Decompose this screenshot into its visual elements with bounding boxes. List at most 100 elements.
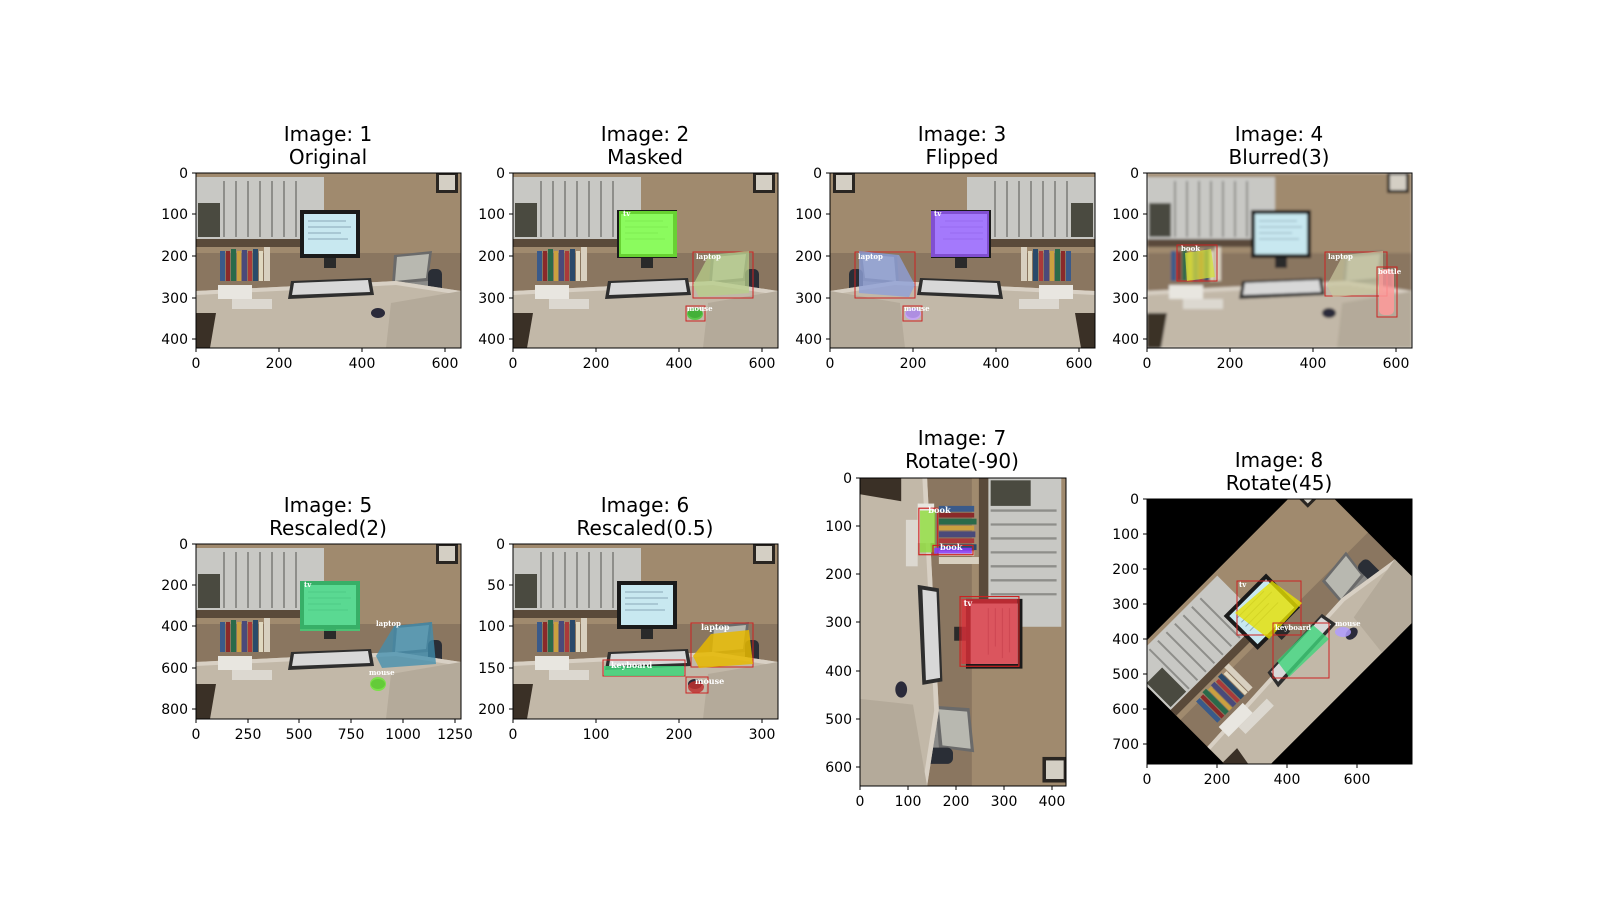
panel-title-line2: Blurred(3) [1229, 145, 1330, 169]
ticks: 0 200 400 600 0 100 200 300 400 [795, 166, 1092, 372]
axes-frame [859, 477, 1067, 787]
mask-laptop [859, 251, 915, 297]
panel-image: tv keyboard mouse [1147, 499, 1412, 764]
panel-title-line2: Masked [607, 145, 683, 169]
x-tick-label: 0 [192, 727, 201, 743]
y-tick-label: 0 [843, 471, 852, 487]
mask-keyboard [604, 666, 684, 676]
overlay-label: laptop [1328, 252, 1353, 261]
y-tick-label: 300 [825, 615, 852, 631]
mask-laptop [376, 622, 436, 668]
box-book [932, 544, 974, 556]
x-tick-label: 300 [749, 727, 776, 743]
panel-7: Image: 7 Rotate(-90) tv book book 0 100 … [825, 426, 1067, 810]
panel-title-line1: Image: 4 [1235, 122, 1323, 146]
mask-book [1185, 249, 1215, 281]
overlay-label: laptop [858, 252, 883, 261]
overlay-label: tv [623, 209, 631, 218]
x-tick-label: 600 [432, 356, 459, 372]
y-tick-label: 150 [478, 661, 505, 677]
x-tick-label: 400 [349, 356, 376, 372]
x-tick-label: 0 [856, 794, 865, 810]
y-tick-label: 100 [161, 207, 188, 223]
x-tick-label: 400 [666, 356, 693, 372]
ticks: 0 100 200 300 400 0 100 200 300 400 500 … [825, 471, 1065, 810]
x-tick-label: 1000 [385, 727, 421, 743]
box-bottle [1376, 266, 1398, 318]
panel-6: Image: 6 Rescaled(0.5) laptop keyboard m… [478, 493, 779, 743]
overlay-label: bottle [1378, 267, 1402, 276]
x-tick-label: 600 [1066, 356, 1093, 372]
mask-laptop [693, 251, 749, 297]
panel-title-line2: Rescaled(2) [269, 516, 387, 540]
x-tick-label: 250 [235, 727, 262, 743]
y-tick-label: 400 [825, 664, 852, 680]
y-tick-label: 200 [1112, 249, 1139, 265]
y-tick-label: 300 [161, 291, 188, 307]
panel-title-line1: Image: 6 [601, 493, 689, 517]
x-tick-label: 1250 [437, 727, 473, 743]
mask-tv [961, 598, 1018, 664]
x-tick-label: 600 [749, 356, 776, 372]
overlay-label: book [1181, 244, 1200, 253]
y-tick-label: 200 [825, 567, 852, 583]
panel-title-line2: Rotate(-90) [905, 449, 1019, 473]
y-tick-label: 400 [478, 332, 505, 348]
axes-frame [1146, 172, 1413, 349]
y-tick-label: 0 [1130, 492, 1139, 508]
panel-image: tv book book [860, 478, 1066, 786]
panel-image: tv laptop mouse [513, 173, 778, 348]
y-tick-label: 400 [1112, 632, 1139, 648]
overlay-label: laptop [701, 622, 730, 632]
y-tick-label: 200 [478, 702, 505, 718]
overlay-label: laptop [376, 619, 401, 628]
box-tv [959, 595, 1020, 667]
y-tick-label: 200 [795, 249, 822, 265]
overlay-label: keyboard [611, 660, 653, 670]
x-tick-label: 200 [943, 794, 970, 810]
panel-title-line2: Original [289, 145, 367, 169]
x-tick-label: 400 [1274, 772, 1301, 788]
ticks: 0 200 400 600 0 100 200 300 400 [1112, 166, 1409, 372]
box-laptop [690, 622, 754, 668]
mask-tv [1235, 581, 1302, 639]
ticks: 0 250 500 750 1000 1250 0 200 400 600 80… [161, 537, 473, 743]
mask-laptop [693, 630, 753, 668]
box-book [918, 507, 939, 556]
axes-frame [195, 543, 462, 720]
x-tick-label: 750 [338, 727, 365, 743]
x-tick-label: 200 [900, 356, 927, 372]
y-tick-label: 400 [161, 619, 188, 635]
x-tick-label: 0 [192, 356, 201, 372]
panel-2: Image: 2 Masked tv laptop mouse 0 200 40… [478, 122, 779, 372]
overlay-label: book [928, 505, 951, 515]
overlay-label: keyboard [1275, 623, 1311, 632]
panel-5: Image: 5 Rescaled(2) tv laptop mouse 0 2… [161, 493, 473, 743]
overlay-label: mouse [904, 304, 930, 313]
y-tick-label: 0 [813, 166, 822, 182]
mask-book2 [934, 547, 972, 554]
ticks: 0 200 400 600 0 100 200 300 400 [478, 166, 775, 372]
y-tick-label: 300 [1112, 597, 1139, 613]
x-tick-label: 200 [583, 356, 610, 372]
x-tick-label: 200 [1204, 772, 1231, 788]
panel-title-line2: Rescaled(0.5) [577, 516, 714, 540]
y-tick-label: 0 [1130, 166, 1139, 182]
ticks: 0 200 400 600 0 100 200 300 400 [161, 166, 458, 372]
y-tick-label: 50 [487, 578, 505, 594]
y-tick-label: 100 [795, 207, 822, 223]
panel-1: Image: 1 Original 0 200 400 600 0 100 20… [161, 122, 462, 372]
y-tick-label: 600 [161, 661, 188, 677]
axes-frame [829, 172, 1096, 349]
y-tick-label: 200 [478, 249, 505, 265]
y-tick-label: 400 [795, 332, 822, 348]
x-tick-label: 0 [509, 356, 518, 372]
panel-image: book laptop bottle [1147, 173, 1412, 348]
x-tick-label: 0 [1143, 772, 1152, 788]
panel-title-line1: Image: 8 [1235, 448, 1323, 472]
y-tick-label: 0 [496, 537, 505, 553]
y-tick-label: 400 [1112, 332, 1139, 348]
panel-title-line1: Image: 3 [918, 122, 1006, 146]
mask-mouse [688, 681, 704, 693]
y-tick-label: 300 [478, 291, 505, 307]
